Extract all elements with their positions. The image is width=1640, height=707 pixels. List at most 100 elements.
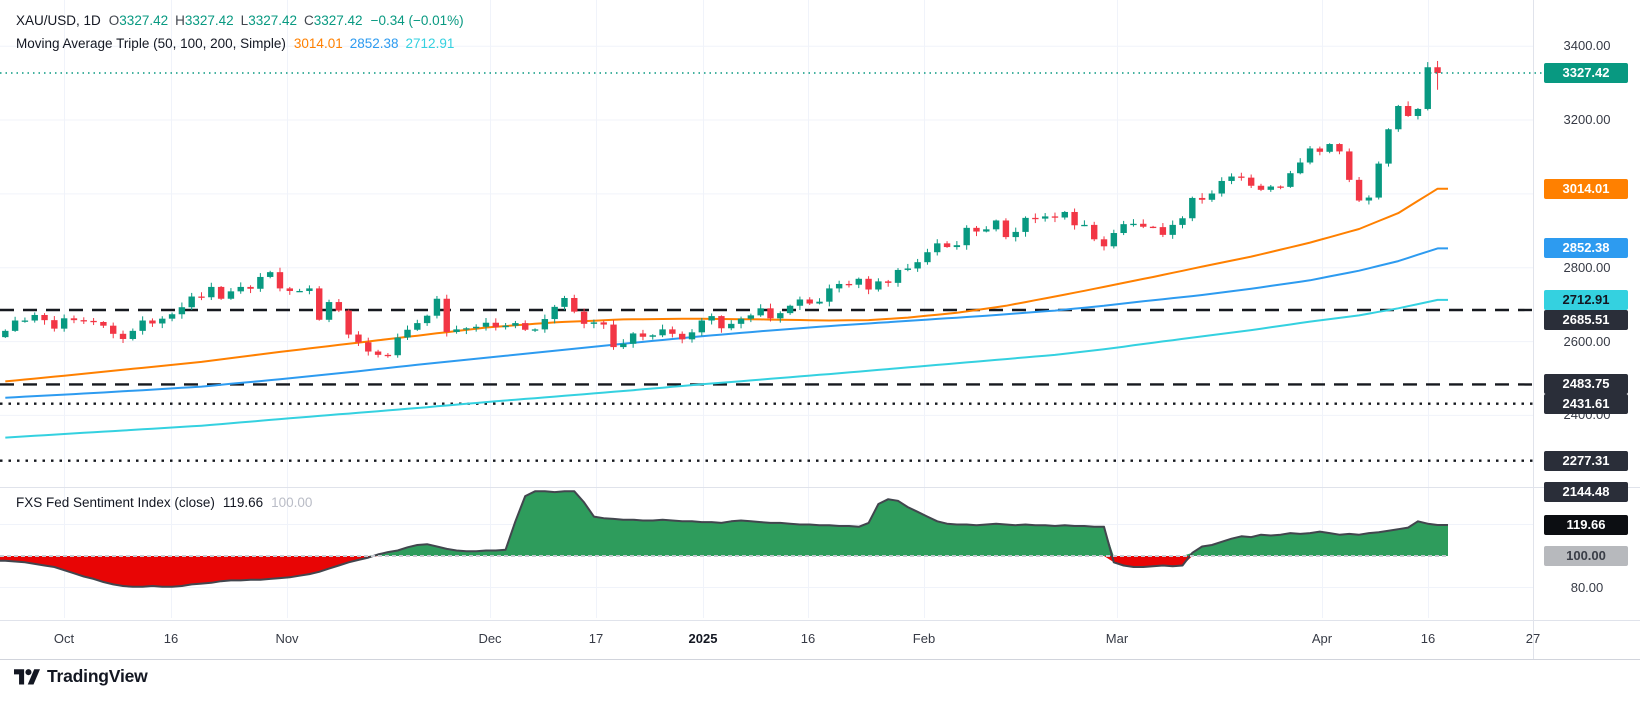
candle-body [688,332,696,340]
candle-body [306,288,313,291]
candle-body [208,286,215,298]
time-label: 27 [1525,631,1541,646]
candle-body [119,333,127,339]
symbol-legend[interactable]: XAU/USD, 1D O3327.42 H3327.42 L3327.42 C332… [16,13,464,28]
candle-body [894,269,902,283]
candle-body [639,333,647,337]
time-label: 16 [800,631,816,646]
ohlc-h: H3327.42 [175,13,234,28]
candle-body [1061,211,1068,218]
candle-body [316,288,323,320]
ohlc-o: O3327.42 [108,13,169,28]
candle-body [90,320,97,323]
candle-body [1081,224,1088,227]
candle-body [816,301,823,304]
price-badge: 3327.42 [1544,63,1628,83]
candle-body [110,325,117,334]
sentiment-title[interactable]: FXS Fed Sentiment Index (close) [16,495,215,510]
candle-body [875,281,882,290]
candle-body [384,354,392,357]
candle-body [561,297,568,307]
candle-body [443,298,450,332]
candle-body [463,328,470,330]
price-badge: 2483.75 [1544,374,1628,395]
sentiment-outline [0,490,1448,588]
candle-body [257,276,264,289]
sentiment-baseline-value: 100.00 [271,495,313,510]
candle-body [198,296,205,298]
candle-body [1277,186,1284,188]
candle-body [345,310,352,335]
tradingview-attribution[interactable]: TradingView [14,666,148,687]
candle-body [600,322,607,325]
candle-body [365,342,372,352]
candle-body [188,296,195,308]
symbol-title[interactable]: XAU/USD, 1D [16,13,101,28]
candle-body [835,283,843,289]
candle-body [149,320,156,324]
candle-body [178,307,186,315]
candle-body [678,333,686,340]
ma50-line [5,187,1448,383]
price-tick-label: 2600.00 [1563,333,1611,349]
candle-body [973,227,980,232]
price-badge: 2277.31 [1544,450,1628,471]
candle-body [325,302,333,320]
candle-body [943,243,951,248]
candle-body [522,323,529,330]
chart-canvas[interactable] [0,0,1640,660]
candle-body [1297,162,1304,174]
time-label: 17 [588,631,604,646]
candle-body [266,272,274,277]
candle-body [1130,223,1137,226]
ma100-line [5,247,1448,399]
candle-body [502,325,509,328]
candle-body [698,320,706,333]
candle-body [1169,224,1176,235]
candle-body [247,286,254,289]
candle-body [757,308,764,316]
candle-body [1228,176,1235,181]
price-change: −0.34 (−0.01%) [370,13,464,28]
candle-body [1414,108,1422,116]
sentiment-badge: 100.00 [1544,546,1628,566]
candle-body [60,318,68,329]
candle-body [404,329,411,338]
candle-body [1365,197,1373,201]
candle-body [11,320,19,331]
candle-body [100,321,107,326]
sentiment-positive-fill [0,491,1448,556]
indicator-legend[interactable]: Moving Average Triple (50, 100, 200, Sim… [16,36,454,51]
ohlc-values: O3327.42 H3327.42 L3327.42 C3327.42 [109,13,363,28]
sentiment-legend[interactable]: FXS Fed Sentiment Index (close) 119.66 1… [16,495,312,510]
price-badge: 2852.38 [1544,238,1628,259]
candle-body [580,311,588,324]
indicator-value: 3014.01 [293,36,343,51]
candle-body [1247,177,1255,186]
candle-body [21,320,29,322]
indicator-title[interactable]: Moving Average Triple (50, 100, 200, Sim… [16,36,286,51]
ohlc-c: C3327.42 [304,13,363,28]
candle-body [1336,144,1343,152]
candle-body [1316,148,1324,152]
candle-body [2,330,9,338]
candle-body [1395,106,1402,130]
candle-body [934,243,941,253]
candle-body [1238,176,1245,178]
candle-body [610,324,617,348]
time-label: 16 [1420,631,1436,646]
candle-body [659,329,666,336]
sentiment-area [0,490,1448,588]
candle-body [139,320,146,331]
time-label: Oct [53,631,75,646]
candle-body [1404,106,1412,116]
candle-body [80,320,87,322]
candle-body [1091,224,1098,240]
sentiment-negative-fill [0,556,1448,587]
indicator-value: 2852.38 [349,36,399,51]
candle-body [1287,173,1294,187]
ma200-line [5,298,1448,439]
candle-body [1159,227,1167,235]
